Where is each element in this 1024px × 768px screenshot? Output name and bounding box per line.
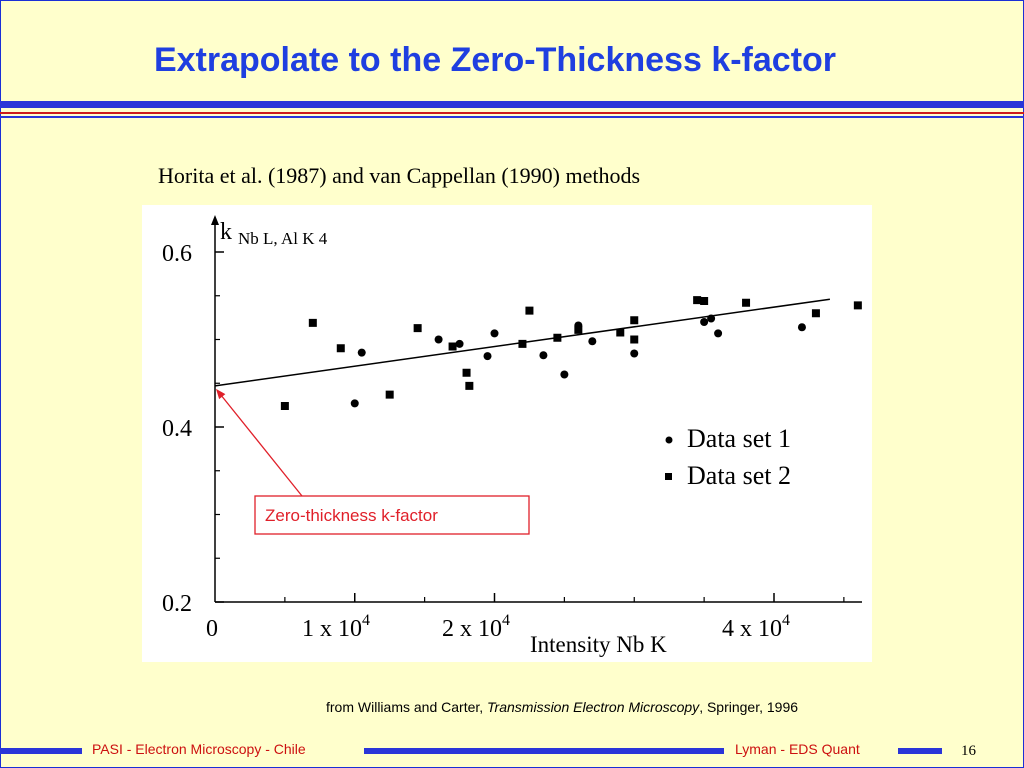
data-point-set1 bbox=[797, 323, 806, 332]
data-point-set2 bbox=[574, 325, 583, 334]
annotation-arrow-line bbox=[219, 393, 303, 497]
x-tick-label: 1 x 104 bbox=[302, 612, 370, 642]
chart-axes bbox=[211, 215, 862, 603]
data-point-set2 bbox=[462, 368, 471, 377]
legend-label: Data set 1 bbox=[687, 424, 791, 453]
data-point-set1 bbox=[350, 399, 359, 408]
data-point-set1 bbox=[560, 370, 569, 379]
data-point-set2 bbox=[742, 298, 751, 307]
data-point-set2 bbox=[280, 402, 289, 410]
slide-title: Extrapolate to the Zero-Thickness k-fact… bbox=[153, 41, 837, 79]
data-point-set2 bbox=[385, 390, 394, 399]
x-tick-label: 0 bbox=[206, 616, 218, 642]
slide-footer: PASI - Electron Microscopy - Chile Lyman… bbox=[0, 738, 1024, 768]
data-point-set1 bbox=[588, 337, 597, 346]
divider-blue-thin bbox=[0, 116, 1024, 118]
footer-left-text: PASI - Electron Microscopy - Chile bbox=[92, 741, 306, 757]
data-point-set2 bbox=[308, 318, 317, 327]
divider-red bbox=[0, 112, 1024, 114]
data-point-set2 bbox=[336, 344, 345, 353]
data-point-set2 bbox=[630, 316, 639, 325]
y-tick-label: 0.2 bbox=[162, 591, 192, 617]
source-suffix: , Springer, 1996 bbox=[699, 699, 799, 715]
y-axis-label-main: k bbox=[220, 219, 232, 245]
data-point-set2 bbox=[700, 297, 709, 305]
data-point-set1 bbox=[483, 352, 492, 361]
scatter-chart: 0.2 0.4 0.6 0 1 x 104 2 x 104 4 x 104 k Nb L,… bbox=[162, 215, 862, 657]
data-point-set1 bbox=[490, 329, 499, 338]
data-point-set1 bbox=[714, 329, 723, 338]
chart-subtitle: Horita et al. (1987) and van Cappellan (… bbox=[158, 163, 641, 188]
data-point-set1 bbox=[630, 349, 639, 358]
data-point-set1 bbox=[357, 348, 366, 357]
chart-panel: 0.2 0.4 0.6 0 1 x 104 2 x 104 4 x 104 k Nb L,… bbox=[142, 205, 872, 662]
legend-label: Data set 2 bbox=[687, 461, 791, 490]
y-tick-label: 0.4 bbox=[162, 416, 192, 442]
source-prefix: from Williams and Carter, bbox=[326, 699, 488, 715]
data-point-set2 bbox=[465, 381, 474, 390]
x-axis-label: Intensity Nb K bbox=[530, 632, 667, 657]
data-point-set2 bbox=[630, 335, 639, 344]
source-citation: from Williams and Carter, Transmission E… bbox=[326, 699, 798, 715]
footer-right-text: Lyman - EDS Quant bbox=[735, 741, 860, 757]
y-tick-label: 0.6 bbox=[162, 241, 192, 267]
data-point-set2 bbox=[853, 301, 862, 310]
title-divider bbox=[0, 101, 1024, 121]
data-point-set2 bbox=[413, 324, 422, 333]
page-number: 16 bbox=[961, 743, 976, 759]
footer-line-middle bbox=[364, 748, 724, 754]
annotation-box bbox=[254, 495, 530, 535]
legend-marker-square bbox=[665, 473, 672, 480]
data-point-set2 bbox=[448, 342, 457, 351]
x-tick-label: 4 x 104 bbox=[722, 612, 790, 642]
data-point-set2 bbox=[811, 309, 820, 318]
data-point-set1 bbox=[539, 351, 548, 360]
divider-blue-thick bbox=[0, 101, 1024, 108]
annotation-arrow-head bbox=[216, 388, 226, 400]
data-point-set1 bbox=[434, 335, 443, 344]
data-point-set1 bbox=[707, 314, 716, 323]
data-point-set1 bbox=[700, 318, 709, 326]
x-tick-label: 2 x 104 bbox=[442, 612, 510, 642]
y-axis-label-sub: Nb L, Al K 4 bbox=[238, 229, 328, 248]
data-point-set2 bbox=[525, 306, 534, 315]
annotation-text: Zero-thickness k-factor bbox=[265, 506, 438, 525]
legend: Data set 1 Data set 2 bbox=[665, 424, 791, 490]
data-point-set2 bbox=[518, 339, 527, 348]
data-point-set1 bbox=[455, 339, 464, 348]
y-axis-arrow bbox=[211, 215, 219, 225]
data-point-set2 bbox=[553, 333, 562, 342]
source-book-title: Transmission Electron Microscopy bbox=[487, 699, 700, 715]
data-point-set2 bbox=[693, 296, 702, 305]
data-point-set2 bbox=[616, 328, 625, 337]
legend-marker-circle bbox=[665, 436, 673, 444]
footer-line-left bbox=[0, 748, 82, 754]
footer-line-right bbox=[898, 748, 942, 754]
